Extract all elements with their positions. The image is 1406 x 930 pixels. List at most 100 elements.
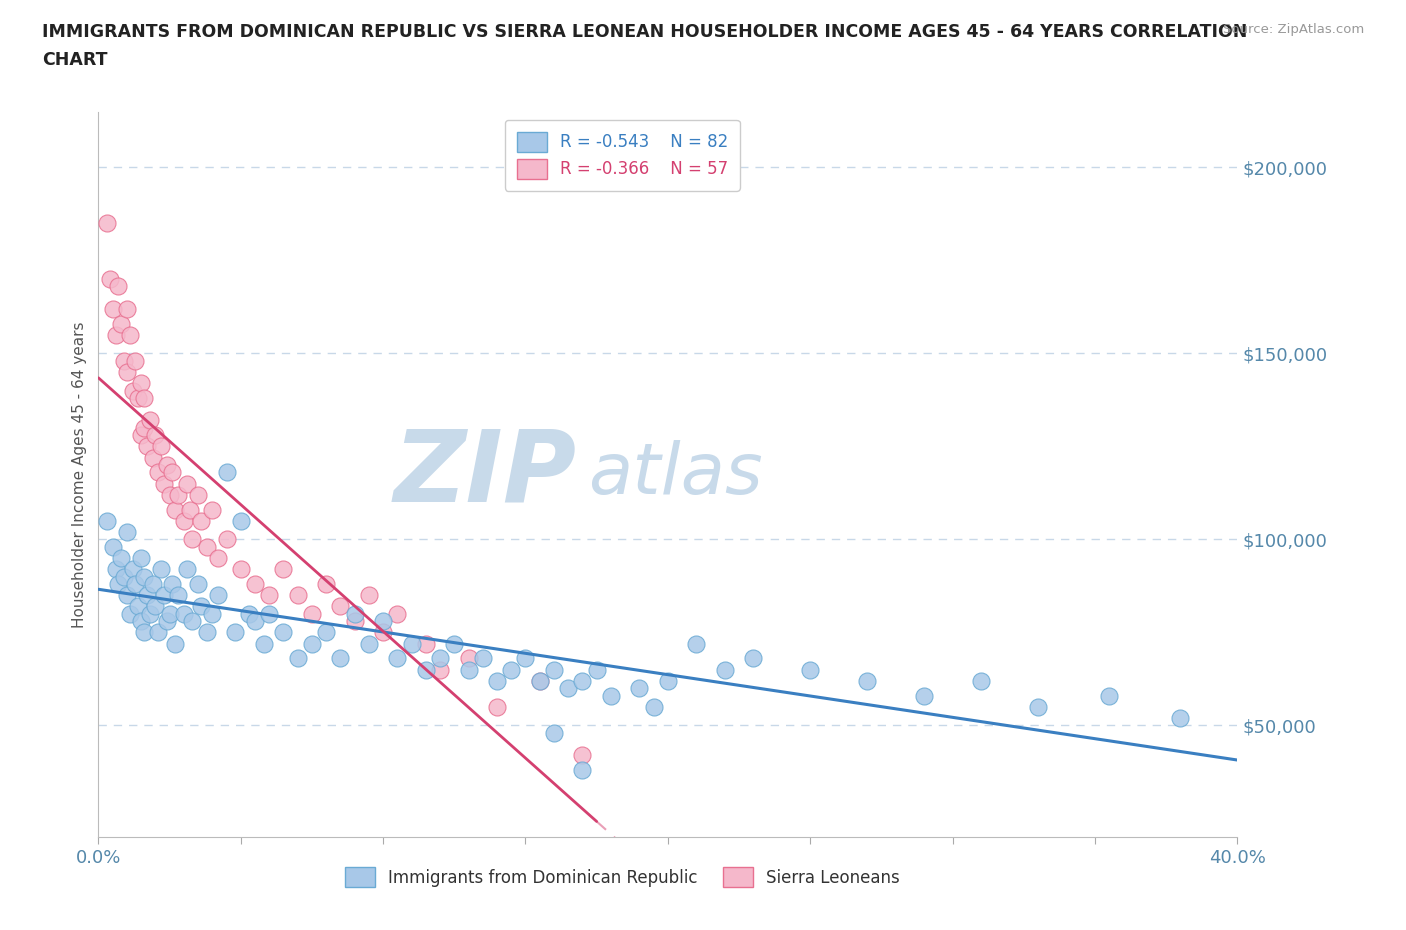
Point [259, 588, 281, 603]
Point [129, 614, 152, 629]
Point [529, 673, 551, 688]
Point [112, 353, 135, 368]
Point [287, 651, 309, 666]
Point [98, 272, 121, 286]
Point [515, 651, 537, 666]
Point [571, 763, 593, 777]
Point [543, 725, 565, 740]
Point [150, 562, 173, 577]
Point [132, 420, 155, 435]
Text: Source: ZipAtlas.com: Source: ZipAtlas.com [1223, 23, 1364, 36]
Point [301, 606, 323, 621]
Point [486, 699, 509, 714]
Point [373, 614, 395, 629]
Point [148, 465, 170, 480]
Point [387, 606, 409, 621]
Point [329, 599, 352, 614]
Point [799, 662, 821, 677]
Point [159, 606, 181, 621]
Point [190, 513, 212, 528]
Point [181, 532, 204, 547]
Point [252, 636, 274, 651]
Point [176, 476, 198, 491]
Point [107, 279, 129, 294]
Point [115, 588, 138, 603]
Point [429, 662, 451, 677]
Point [156, 458, 179, 472]
Point [195, 625, 218, 640]
Point [628, 681, 651, 696]
Point [176, 562, 198, 577]
Point [132, 625, 155, 640]
Text: CHART: CHART [42, 51, 108, 69]
Point [153, 476, 176, 491]
Point [657, 673, 679, 688]
Point [457, 651, 479, 666]
Point [107, 577, 129, 591]
Point [115, 365, 138, 379]
Point [229, 562, 252, 577]
Point [714, 662, 737, 677]
Point [685, 636, 707, 651]
Point [190, 599, 212, 614]
Text: IMMIGRANTS FROM DOMINICAN REPUBLIC VS SIERRA LEONEAN HOUSEHOLDER INCOME AGES 45 : IMMIGRANTS FROM DOMINICAN REPUBLIC VS SI… [42, 23, 1247, 41]
Point [229, 513, 252, 528]
Point [118, 327, 141, 342]
Point [315, 577, 337, 591]
Point [115, 525, 138, 539]
Point [115, 301, 138, 316]
Point [343, 614, 366, 629]
Point [215, 465, 238, 480]
Point [167, 588, 190, 603]
Point [1098, 688, 1121, 703]
Point [167, 487, 190, 502]
Point [173, 606, 195, 621]
Point [159, 487, 181, 502]
Point [543, 662, 565, 677]
Point [121, 383, 143, 398]
Point [243, 614, 266, 629]
Point [600, 688, 623, 703]
Point [141, 577, 163, 591]
Point [127, 391, 149, 405]
Point [501, 662, 523, 677]
Point [207, 551, 229, 565]
Point [181, 614, 204, 629]
Point [557, 681, 579, 696]
Point [148, 625, 170, 640]
Point [96, 513, 118, 528]
Point [165, 502, 187, 517]
Point [187, 487, 209, 502]
Point [153, 588, 176, 603]
Point [162, 465, 184, 480]
Point [387, 651, 409, 666]
Point [357, 636, 380, 651]
Point [443, 636, 465, 651]
Legend: Immigrants from Dominican Republic, Sierra Leoneans: Immigrants from Dominican Republic, Sier… [339, 860, 907, 894]
Point [132, 569, 155, 584]
Point [145, 428, 167, 443]
Point [129, 428, 152, 443]
Point [138, 606, 160, 621]
Point [571, 673, 593, 688]
Text: atlas: atlas [588, 440, 762, 509]
Point [415, 662, 437, 677]
Point [118, 606, 141, 621]
Point [243, 577, 266, 591]
Point [195, 539, 218, 554]
Point [104, 562, 127, 577]
Point [471, 651, 494, 666]
Point [96, 216, 118, 231]
Point [373, 625, 395, 640]
Point [165, 636, 187, 651]
Point [529, 673, 551, 688]
Point [273, 625, 295, 640]
Point [187, 577, 209, 591]
Point [585, 662, 607, 677]
Point [110, 551, 132, 565]
Point [1026, 699, 1049, 714]
Point [429, 651, 451, 666]
Point [315, 625, 337, 640]
Point [643, 699, 665, 714]
Point [127, 599, 149, 614]
